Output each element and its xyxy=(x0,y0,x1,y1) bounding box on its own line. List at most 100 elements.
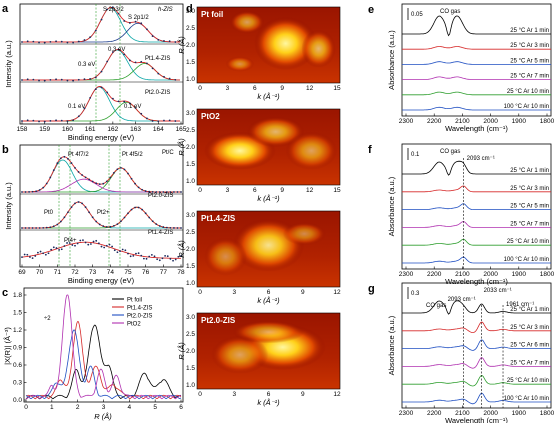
wt-map-0: Pt foil R (Å) 1.0 1.5 2.0 2.5 3.0 0 3 6 9 12 15 k (Å⁻… xyxy=(177,6,341,101)
panel-d-label: d xyxy=(186,3,193,15)
xps-data-point xyxy=(153,255,156,258)
xps-data-point xyxy=(140,60,143,63)
panel-c-ticks: 0 1 2 3 4 5 6 0.0 0.3 0.6 0.9 1.2 1.5 1.8 xyxy=(13,292,183,411)
xps-data-point xyxy=(169,258,172,260)
xps-data-point xyxy=(55,247,58,249)
xps-data-point xyxy=(37,251,39,254)
ir-xlabel: Wavelength (cm⁻¹) xyxy=(445,124,508,133)
ft-exafs-series xyxy=(25,294,182,400)
xps-data-point xyxy=(151,35,154,37)
ir-row-label: 25 °C Ar 5 min xyxy=(510,204,549,210)
xps-data-point xyxy=(92,240,95,243)
xps-data-point xyxy=(66,242,68,244)
xps-data-point xyxy=(28,227,30,229)
x-tick-label: 1800 xyxy=(540,271,554,278)
xps-data-point xyxy=(180,255,182,257)
xps-data-point xyxy=(35,227,38,229)
xps-data-point xyxy=(116,251,119,254)
xps-data-point xyxy=(158,259,161,262)
ir-row-label: 25 °C Ar 1 min xyxy=(510,307,549,313)
ft-exafs-series xyxy=(25,324,182,400)
xps-data-point xyxy=(141,188,144,191)
wt-map-title: PtO2 xyxy=(201,112,220,121)
x-tick-label: 72 xyxy=(71,269,79,276)
xps-data-point xyxy=(38,120,40,123)
xps-data-point xyxy=(148,190,151,193)
x-tick-label: 6 xyxy=(253,187,257,194)
xps-data-point xyxy=(174,258,177,261)
xps-data-point xyxy=(100,245,103,248)
xps-data-point xyxy=(38,227,41,229)
xps-data-point xyxy=(145,257,148,260)
panel-a: a Intensity (a.u.) Binding energy (eV) 1… xyxy=(2,3,187,142)
panel-c-label: c xyxy=(2,287,8,299)
xps-data-point xyxy=(94,76,97,79)
x-tick-label: 161 xyxy=(85,126,96,133)
xps-data-point xyxy=(63,216,66,219)
xps-data-point xyxy=(56,223,59,226)
xps-data-point xyxy=(176,227,179,229)
xps-data-point xyxy=(56,162,59,165)
xps-data-point xyxy=(111,245,113,248)
xps-data-point xyxy=(121,248,124,251)
x-tick-label: 12 xyxy=(306,187,314,194)
xps-data-point xyxy=(123,53,126,56)
xps-data-point xyxy=(97,242,100,245)
y-tick-label: 2.0 xyxy=(186,42,195,49)
y-tick-label: 2.5 xyxy=(186,331,195,338)
wt-map-1: PtO2 R (Å) 1.0 1.5 2.0 2.5 3.0 0 3 6 9 12 15 k (Å⁻¹) xyxy=(177,108,341,203)
panel-e: e Absorbance (a.u.) 2300 2200 2100 2000 1900 18… xyxy=(368,3,554,133)
xps-data-point xyxy=(84,206,87,209)
xps-data-point xyxy=(43,120,46,123)
y-tick-label: 2.0 xyxy=(186,348,195,355)
ir-row-label: 25 °C Ar 1 min xyxy=(510,28,549,34)
y-tick-label: 1.5 xyxy=(186,161,195,168)
co-gas-label: CO gas xyxy=(426,303,446,309)
xps-data-point xyxy=(177,255,180,258)
ir-series xyxy=(402,61,551,65)
x-tick-label: 76 xyxy=(142,269,150,276)
xps-data-point xyxy=(169,226,172,229)
ir-series xyxy=(402,374,551,387)
y-tick-label: 1.0 xyxy=(186,280,195,287)
xps-data-point xyxy=(68,242,71,244)
x-tick-label: 12 xyxy=(333,289,341,296)
xps-data-point xyxy=(127,212,129,215)
xps-data-point xyxy=(112,225,115,227)
panel-f-label: f xyxy=(368,144,372,156)
wt-ylabel: R (Å) xyxy=(177,342,186,360)
xps-data-point xyxy=(155,223,158,226)
wt-map-2: Pt1.4-ZIS R (Å) 1.0 1.5 2.0 2.5 3.0 0 3 6 9 12 k (Å⁻… xyxy=(177,210,341,305)
x-tick-label: 0 xyxy=(24,404,28,411)
x-tick-label: 2000 xyxy=(483,118,498,125)
panel-b-pt4: Pt4+ xyxy=(64,238,77,244)
xps-data-point xyxy=(151,67,154,70)
xps-data-point xyxy=(141,208,144,211)
xps-data-point xyxy=(176,191,179,193)
x-tick-label: 3 xyxy=(232,289,236,296)
xps-data-point xyxy=(81,202,83,205)
wt-xlabel: k (Å⁻¹) xyxy=(257,92,280,101)
x-tick-label: 2000 xyxy=(483,410,498,417)
xps-data-point xyxy=(89,96,92,99)
xps-data-point xyxy=(155,191,158,193)
wt-map-title: Pt2.0-ZIS xyxy=(201,316,236,325)
ir-row-label: 25 °C Ar 3 min xyxy=(510,325,549,331)
xps-data-point xyxy=(140,22,143,25)
x-tick-label: 1900 xyxy=(512,118,527,125)
panel-a-curves xyxy=(21,6,180,123)
y-tick-label: 3.0 xyxy=(186,314,195,321)
xps-data-point xyxy=(52,225,55,228)
xps-data-point xyxy=(162,191,165,193)
panel-b-pt4f52: Pt 4f5/2 xyxy=(122,152,143,158)
panel-a-ylabel: Intensity (a.u.) xyxy=(4,40,13,88)
ir-series xyxy=(402,339,551,351)
xps-data-point xyxy=(52,169,55,172)
x-tick-label: 9 xyxy=(301,391,305,398)
xps-data-point xyxy=(70,206,73,209)
x-tick-label: 6 xyxy=(179,404,183,411)
xps-data-point xyxy=(134,61,137,64)
panel-c-legend: Pt foil Pt1.4-ZIS Pt2.0-ZIS PtO2 xyxy=(112,298,152,328)
peak-label: 1961 cm⁻¹ xyxy=(506,302,534,308)
wt-xlabel: k (Å⁻¹) xyxy=(257,398,280,407)
